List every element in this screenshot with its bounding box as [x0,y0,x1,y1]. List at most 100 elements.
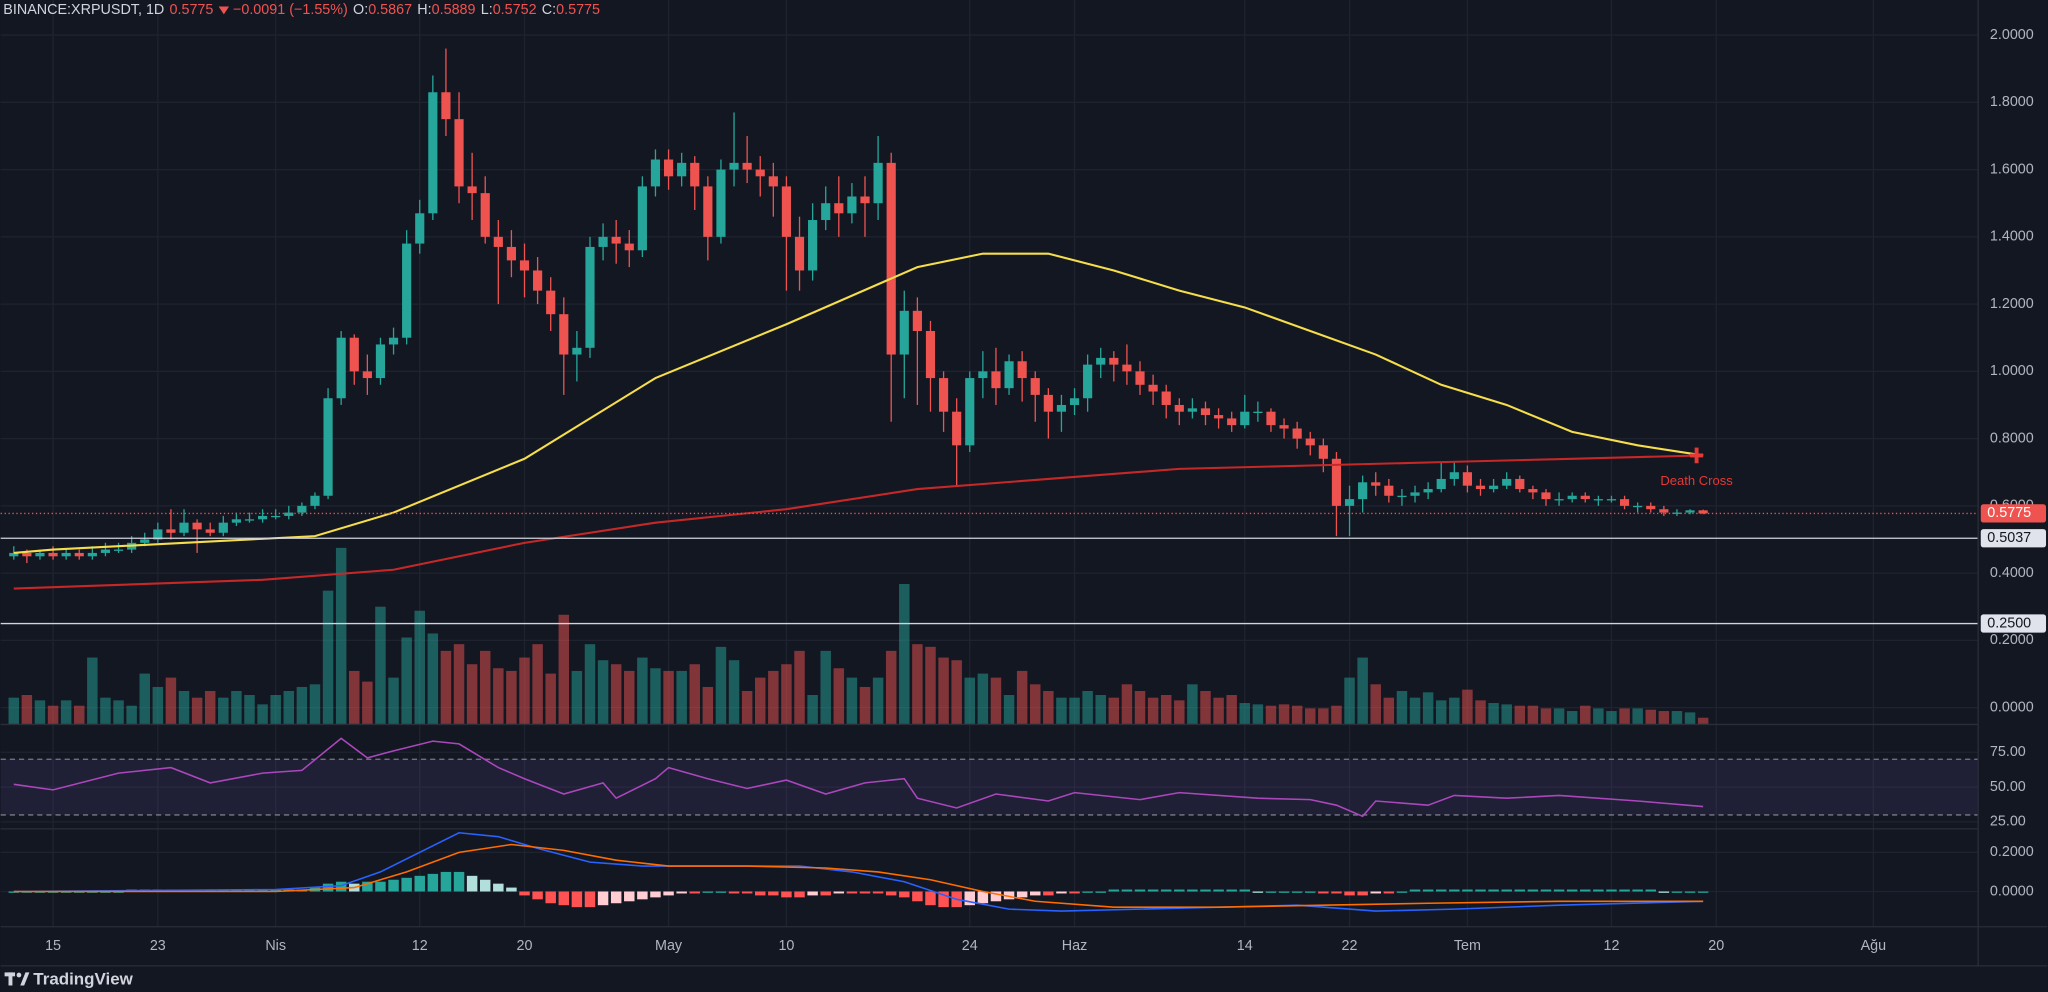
volume-bar [362,681,373,725]
macd-histogram-bar [872,891,884,894]
volume-bar [1527,705,1539,725]
candle-body [1122,364,1132,372]
volume-bar [191,697,203,725]
volume-bar [964,677,976,725]
volume-bar [178,690,190,725]
candle-body [794,236,805,271]
candle-body [899,310,909,355]
macd-histogram-bar [506,887,517,892]
candle-body [808,220,818,271]
volume-bar [257,704,268,725]
macd-histogram-bar [453,871,465,892]
y-tick-label: 0.8000 [1990,430,2034,446]
macd-histogram-bar [1069,891,1080,894]
change-arrow [218,6,230,15]
candle-body [1344,499,1355,506]
macd-histogram-bar [885,891,897,896]
x-tick-label: 20 [1708,938,1724,954]
volume-bar [899,583,910,725]
macd-histogram-bar [1082,891,1093,893]
candle-body [663,159,674,177]
overlay: 0.5037 0.2500 0.5775 Death Cross BINANCE:XRP… [0,2,2047,633]
candle-body [1659,509,1669,513]
volume-bar [571,670,583,725]
y-tick-label: 0.4000 [1990,565,2034,581]
volume-bar [1422,692,1434,725]
candle-body [140,539,150,543]
volume-bar [309,684,321,725]
macd-histogram-bar [1344,891,1355,896]
macd-histogram-bar [1252,891,1264,893]
volume-bar [1409,697,1421,725]
volume-bar [1318,708,1329,725]
macd-histogram-bar [1658,891,1670,893]
volume-bar [1278,704,1290,725]
x-tick-label: 12 [412,938,428,954]
volume-bar [1383,697,1395,725]
macd-histogram-bar [912,891,923,902]
candle-body [834,203,844,214]
volume-bar [1488,703,1499,725]
macd-histogram-bar [807,891,818,896]
candle-body [1030,378,1040,395]
volume-bar [204,690,216,725]
macd-histogram-bar [1016,891,1028,898]
volume-bar [768,670,779,725]
macd-histogram-bar [1488,889,1499,892]
x-tick-label: 14 [1237,938,1253,954]
volume-bar [47,705,59,725]
volume-bar [1265,705,1277,725]
volume-bar [1606,711,1617,725]
macd-histogram-bar [1671,891,1683,893]
macd-histogram-bar [1043,891,1054,896]
volume-bar [100,697,111,725]
volume-bar [885,650,897,725]
volume-bar [1056,697,1067,725]
macd-histogram-bar [1580,889,1591,892]
moving-average [13,454,1704,590]
candle-body [349,337,359,372]
volume-bar [872,677,884,725]
volume-bar [1435,700,1447,725]
candle-body [1436,478,1446,490]
candle-body [454,119,464,187]
macd-histogram-bar [1291,891,1303,893]
macd-histogram-bar [925,891,936,906]
candle-body [1240,411,1250,426]
volume-bar [610,664,622,725]
candle-body [1266,411,1276,426]
candle-body [297,505,307,513]
volume-bar [912,644,923,725]
macd-histogram-bar [427,873,439,892]
annotation-label: Death Cross [1660,473,1733,488]
candle-body [533,270,543,291]
macd-histogram-bar [1030,891,1041,896]
volume-bar [938,657,949,725]
volume-bar [676,670,687,725]
macd-histogram-bar [1278,891,1290,893]
candle-body [1161,391,1171,405]
candle-body [781,186,792,237]
volume-bar [1003,694,1015,725]
candle-body [284,512,294,516]
candle-body [768,176,778,187]
candle-body [703,186,713,237]
macd-histogram-bar [1593,889,1604,892]
candle-body [912,310,922,331]
candle-body [572,347,582,355]
candle-body [546,290,556,315]
x-tick-label: May [655,938,683,954]
candle-body [1043,394,1053,412]
macd-line [13,843,1704,908]
volume-bar [663,670,674,725]
volume-bar [1632,708,1643,725]
volume-bar [1108,697,1120,725]
macd-histogram-bar [610,891,622,904]
volume-bar [1370,684,1381,725]
candle-body [113,549,124,551]
grid: 15 23 Nis 12 20 May 10 24 Haz 14 22 Tem 12 20 Ağu 0.000… [0,0,2034,954]
volume-bar [1396,690,1408,725]
macd-histogram-bar [362,881,373,892]
volume-bar [715,646,727,725]
volume-bar [1226,694,1237,725]
